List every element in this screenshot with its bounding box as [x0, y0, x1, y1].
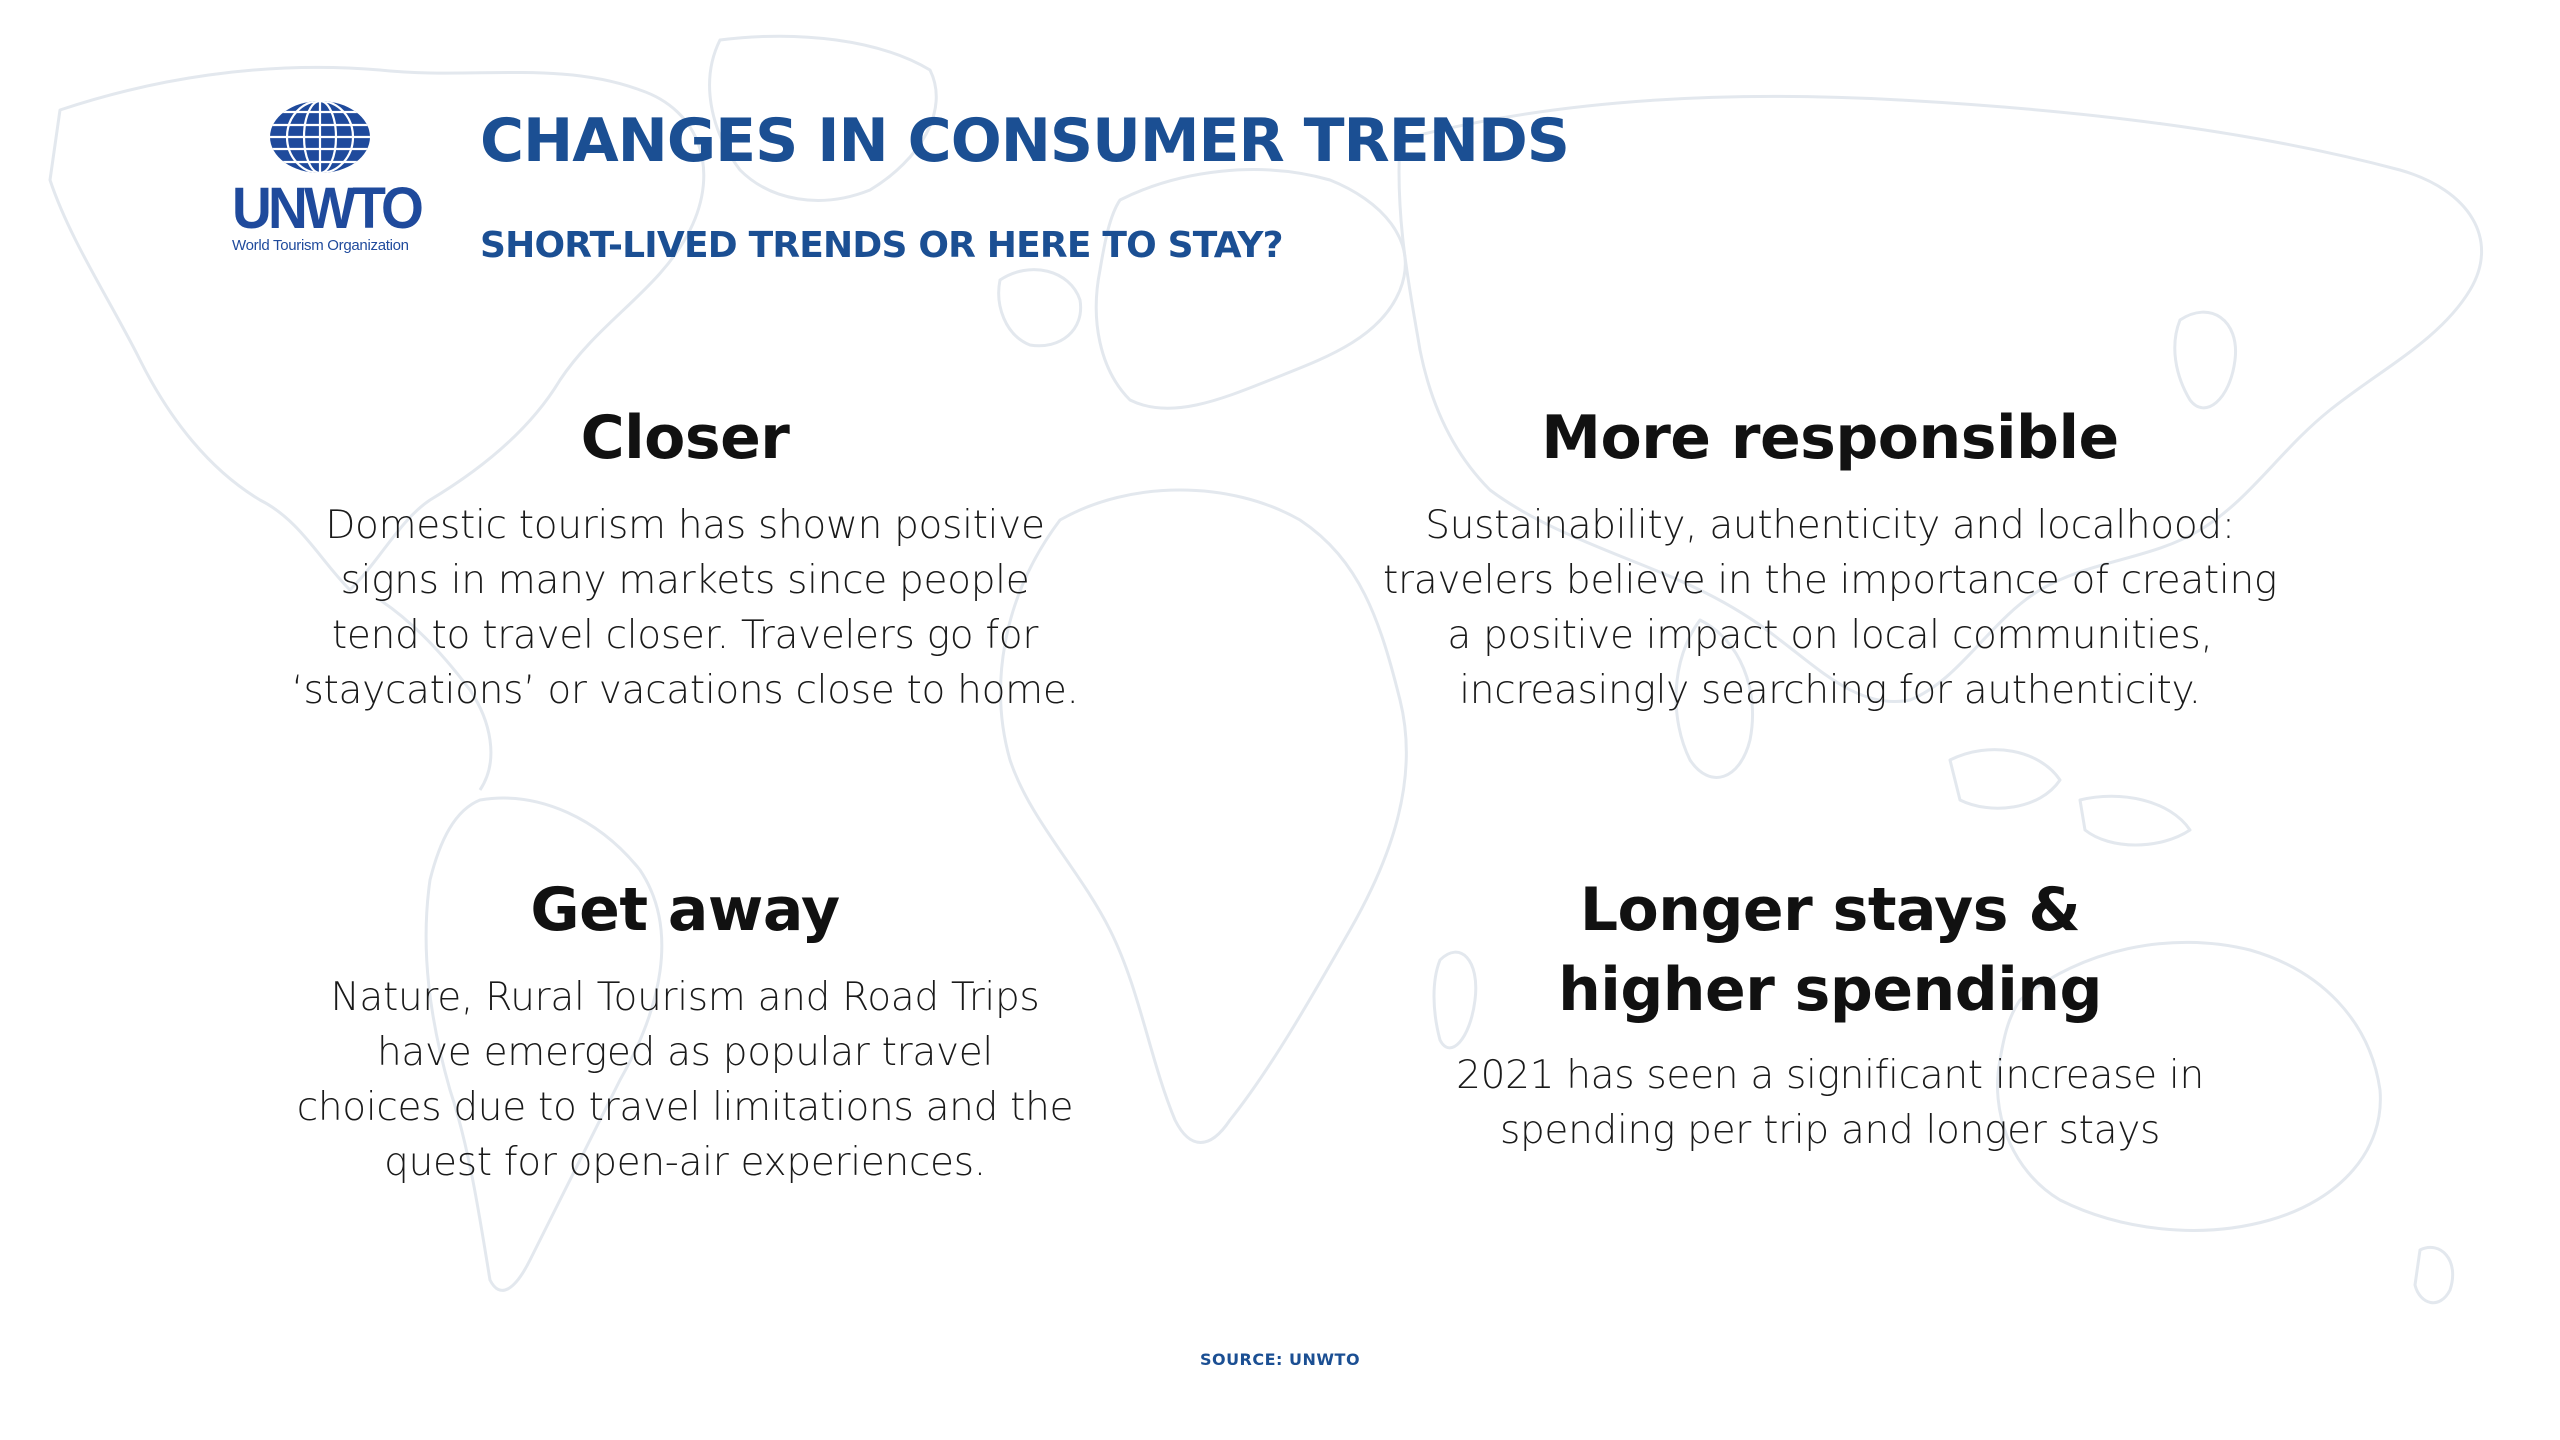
trend-heading: Get away — [530, 875, 840, 945]
trend-heading: Closer — [580, 403, 790, 473]
trend-description: Sustainability, authenticity and localho… — [1383, 503, 2277, 713]
page-title: CHANGES IN CONSUMER TRENDS — [480, 106, 1570, 176]
trend-heading: Longer stays & higher spending — [1558, 875, 2102, 1025]
trend-card-longer-stays: Longer stays & higher spending 2021 has … — [1330, 870, 2330, 1158]
trend-heading: More responsible — [1541, 403, 2119, 473]
globe-icon — [270, 101, 370, 173]
logo-wordmark: UNWTO — [232, 176, 424, 241]
trend-card-closer: Closer Domestic tourism has shown positi… — [180, 398, 1190, 718]
unwto-logo: UNWTO World Tourism Organization — [228, 98, 424, 258]
trend-card-get-away: Get away Nature, Rural Tourism and Road … — [180, 870, 1190, 1190]
trend-description: Nature, Rural Tourism and Road Trips hav… — [296, 975, 1074, 1185]
logo-tagline: World Tourism Organization — [232, 237, 409, 254]
trend-card-more-responsible: More responsible Sustainability, authent… — [1330, 398, 2330, 718]
trend-description: 2021 has seen a significant increase in … — [1456, 1053, 2204, 1153]
page-subtitle: SHORT-LIVED TRENDS OR HERE TO STAY? — [480, 225, 1284, 266]
trend-description: Domestic tourism has shown positive sign… — [291, 503, 1079, 713]
source-note: SOURCE: UNWTO — [1199, 1350, 1361, 1369]
